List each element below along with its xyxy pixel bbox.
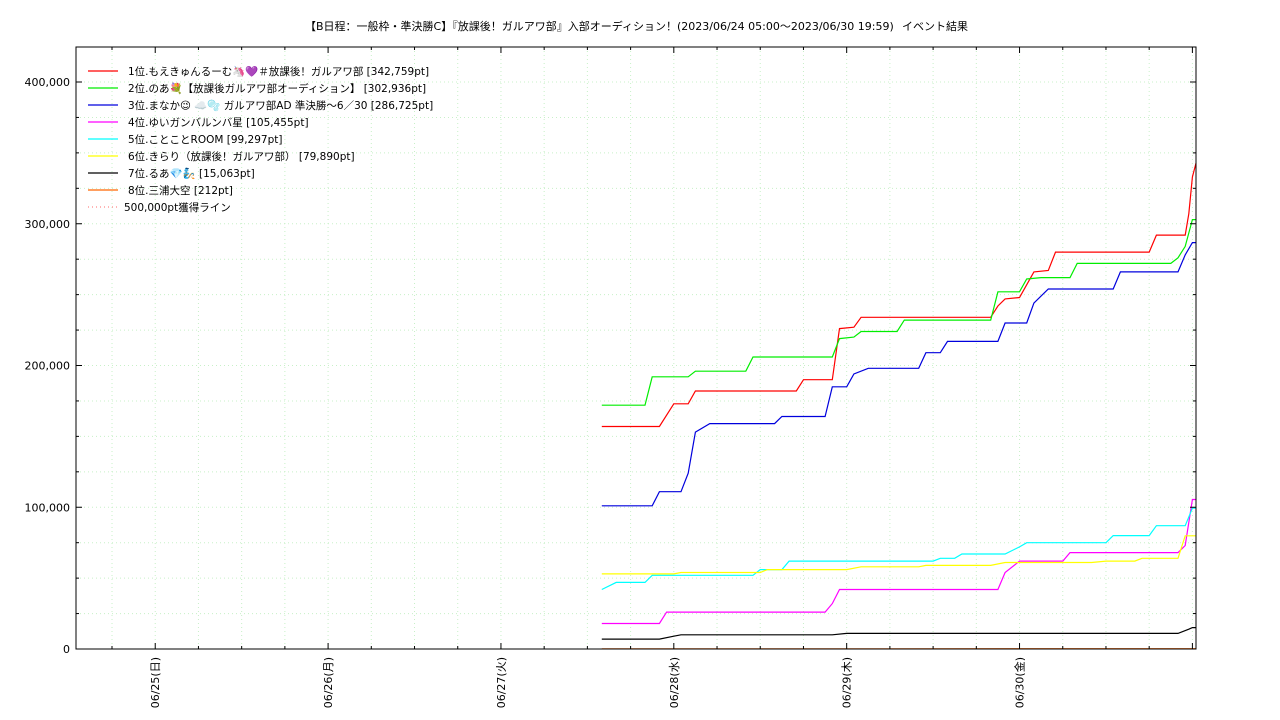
- chart-title: 【B日程：一般枠・準決勝C】『放課後！ガルアワ部』入部オーディション！(2023…: [305, 19, 894, 33]
- plot-frame: [75, 46, 1197, 650]
- x-tick-label: 06/29(木): [841, 657, 854, 708]
- legend-label: 500,000pt獲得ライン: [124, 201, 231, 214]
- y-tick-label: 200,000: [25, 360, 71, 373]
- y-tick-label: 300,000: [25, 218, 71, 231]
- x-tick-label: 06/26(月): [322, 657, 335, 708]
- legend-label: 6位.きらり（放課後！ガルアワ部） [79,890pt]: [128, 150, 355, 163]
- legend-label: 4位.ゆいガンバルンバ星 [105,455pt]: [128, 116, 309, 129]
- legend-label: 5位.ことことROOM [99,297pt]: [128, 133, 282, 146]
- x-tick-label: 06/25(日): [149, 657, 162, 708]
- series-line-4: [601, 498, 1196, 625]
- y-tick-label: 400,000: [25, 76, 71, 89]
- x-tick-label: 06/28(水): [668, 657, 681, 708]
- series-line-7: [601, 627, 1196, 640]
- legend-label: 7位.るあ💎🧞 [15,063pt]: [128, 167, 255, 180]
- axes: 0 100,000 200,000 300,000 400,000 06/25(日) 06/…: [25, 47, 1196, 708]
- series-line-3: [601, 242, 1196, 507]
- legend-label: 1位.もえきゅんるーむ🦄💜＃放課後！ガルアワ部 [342,759pt]: [128, 65, 429, 78]
- x-tick-label: 06/30(金): [1013, 657, 1027, 708]
- series-line-5: [601, 507, 1196, 591]
- legend-label: 8位.三浦大空 [212pt]: [128, 184, 233, 197]
- y-tick-label: 100,000: [25, 501, 71, 514]
- series-line-6: [601, 535, 1196, 575]
- grid: [76, 47, 1196, 649]
- series-line-2: [601, 219, 1196, 406]
- legend: 1位.もえきゅんるーむ🦄💜＃放課後！ガルアワ部 [342,759pt] 2位.のあ…: [88, 65, 433, 214]
- legend-label: 3位.まなか😉 ☁️🫧 ガルアワ部AD 準決勝〜6／30 [286,725pt]: [128, 99, 433, 112]
- x-tick-label: 06/27(火): [495, 657, 508, 708]
- y-tick-label: 0: [63, 643, 70, 656]
- chart-subtitle: イベント結果: [902, 19, 968, 33]
- legend-label: 2位.のあ💐【放課後ガルアワ部オーディション】 [302,936pt]: [128, 82, 426, 95]
- series-line-1: [601, 162, 1197, 428]
- series-lines: [601, 162, 1197, 650]
